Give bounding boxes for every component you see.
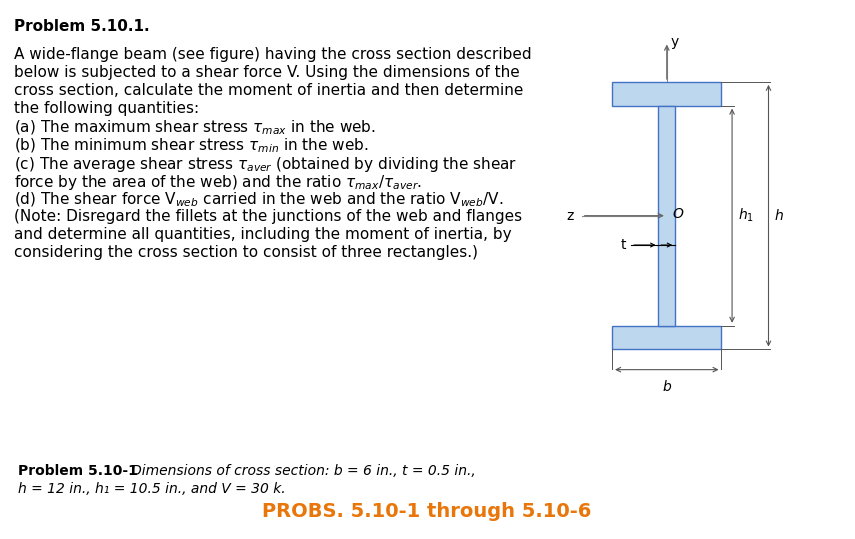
Bar [612, 326, 722, 349]
Text: Dimensions of cross section: b = 6 in., t = 0.5 in.,: Dimensions of cross section: b = 6 in., … [118, 464, 475, 478]
Text: and determine all quantities, including the moment of inertia, by: and determine all quantities, including … [14, 227, 511, 242]
Text: $h$: $h$ [774, 208, 784, 223]
Text: Problem 5.10.1.: Problem 5.10.1. [14, 19, 150, 34]
Text: (Note: Disregard the fillets at the junctions of the web and flanges: (Note: Disregard the fillets at the junc… [14, 209, 522, 224]
Text: h = 12 in., h₁ = 10.5 in., and V = 30 k.: h = 12 in., h₁ = 10.5 in., and V = 30 k. [18, 482, 286, 496]
Text: Problem 5.10-1: Problem 5.10-1 [18, 464, 138, 478]
Text: (c) The average shear stress $\tau_{aver}$ (obtained by dividing the shear: (c) The average shear stress $\tau_{aver… [14, 155, 517, 174]
Text: considering the cross section to consist of three rectangles.): considering the cross section to consist… [14, 245, 478, 260]
Text: $b$: $b$ [662, 379, 672, 394]
Text: y: y [670, 34, 679, 49]
Text: the following quantities:: the following quantities: [14, 101, 199, 116]
Text: z: z [567, 209, 575, 223]
Text: $h_1$: $h_1$ [738, 207, 753, 224]
Text: force by the area of the web) and the ratio $\tau_{max}$/$\tau_{aver}$.: force by the area of the web) and the ra… [14, 173, 422, 192]
Text: (d) The shear force V$_{web}$ carried in the web and the ratio V$_{web}$/V.: (d) The shear force V$_{web}$ carried in… [14, 191, 504, 209]
Text: t: t [621, 238, 627, 252]
Text: A wide-flange beam (see figure) having the cross section described: A wide-flange beam (see figure) having t… [14, 47, 532, 62]
Bar [612, 82, 722, 106]
Text: (a) The maximum shear stress $\tau_{max}$ in the web.: (a) The maximum shear stress $\tau_{max}… [14, 119, 376, 137]
Text: O: O [672, 207, 683, 221]
Text: (b) The minimum shear stress $\tau_{min}$ in the web.: (b) The minimum shear stress $\tau_{min}… [14, 137, 369, 155]
Text: PROBS. 5.10-1 through 5.10-6: PROBS. 5.10-1 through 5.10-6 [262, 502, 592, 521]
Text: cross section, calculate the moment of inertia and then determine: cross section, calculate the moment of i… [14, 83, 523, 98]
Bar [658, 106, 675, 326]
Text: below is subjected to a shear force V. Using the dimensions of the: below is subjected to a shear force V. U… [14, 65, 520, 80]
